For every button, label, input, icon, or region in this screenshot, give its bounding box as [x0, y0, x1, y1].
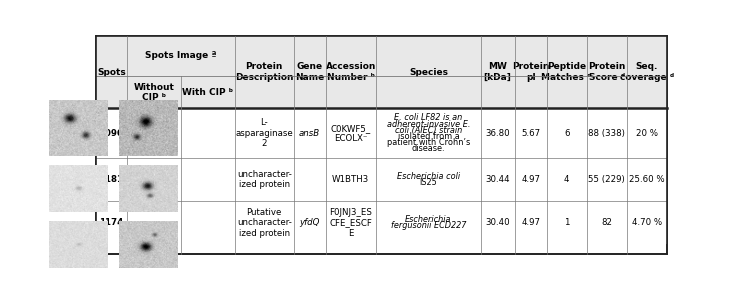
Text: 5.67: 5.67	[521, 129, 540, 138]
Text: uncharacter-
ized protein: uncharacter- ized protein	[237, 170, 292, 189]
Text: Peptide
Matches ᵈ: Peptide Matches ᵈ	[542, 62, 591, 82]
FancyBboxPatch shape	[96, 76, 667, 108]
Text: 4: 4	[564, 175, 569, 184]
Text: With CIP ᵇ: With CIP ᵇ	[182, 88, 234, 97]
Text: yfdQ: yfdQ	[299, 218, 320, 227]
Text: 1181: 1181	[99, 175, 124, 184]
FancyBboxPatch shape	[96, 36, 667, 76]
Text: fergusonii ECD227: fergusonii ECD227	[391, 222, 466, 230]
Text: Escherichia: Escherichia	[405, 215, 452, 224]
Text: isolated from a: isolated from a	[397, 132, 459, 141]
Text: Escherichia coli: Escherichia coli	[397, 172, 460, 181]
Text: 4.97: 4.97	[521, 175, 540, 184]
Text: 36.80: 36.80	[485, 129, 510, 138]
Text: Seq.
coverage ᵈ: Seq. coverage ᵈ	[620, 62, 674, 82]
Text: Protein
pI: Protein pI	[512, 62, 549, 82]
Text: 25.60 %: 25.60 %	[629, 175, 664, 184]
Text: L-
asparaginase
2: L- asparaginase 2	[235, 119, 293, 148]
Text: 4.97: 4.97	[521, 218, 540, 227]
Text: 55 (229): 55 (229)	[589, 175, 625, 184]
Text: 1174: 1174	[99, 218, 124, 227]
Text: 1096: 1096	[100, 129, 124, 138]
Text: MW
[kDa]: MW [kDa]	[484, 62, 512, 82]
Text: 20 %: 20 %	[635, 129, 658, 138]
Text: 30.40: 30.40	[485, 218, 510, 227]
Text: adherent-invasive E.: adherent-invasive E.	[387, 120, 470, 129]
Text: patient with Crohn’s: patient with Crohn’s	[387, 138, 470, 147]
Text: Spots: Spots	[97, 67, 126, 77]
Text: Species: Species	[409, 67, 448, 77]
FancyBboxPatch shape	[96, 36, 667, 254]
Text: C0KWF5_
ECOLX⁻: C0KWF5_ ECOLX⁻	[330, 124, 371, 143]
Text: 82: 82	[601, 218, 612, 227]
FancyBboxPatch shape	[96, 108, 667, 158]
Text: IS25: IS25	[420, 178, 437, 187]
Text: Putative
uncharacter-
ized protein: Putative uncharacter- ized protein	[237, 208, 292, 238]
Text: Protein
Score ᵈ: Protein Score ᵈ	[588, 62, 626, 82]
Text: 4.70 %: 4.70 %	[632, 218, 661, 227]
Text: 6: 6	[564, 129, 569, 138]
Text: 30.44: 30.44	[485, 175, 510, 184]
Text: Accession
Number ᵇ: Accession Number ᵇ	[326, 62, 376, 82]
Text: E. coli LF82 is an: E. coli LF82 is an	[394, 113, 463, 122]
Text: Gene
Name: Gene Name	[295, 62, 324, 82]
Text: W1BTH3: W1BTH3	[332, 175, 370, 184]
Text: F0JNJ3_ES
CFE_ESCF
E: F0JNJ3_ES CFE_ESCF E	[330, 208, 372, 238]
Text: disease.: disease.	[411, 144, 445, 153]
Text: 88 (338): 88 (338)	[589, 129, 625, 138]
Text: Spots Image ª: Spots Image ª	[145, 51, 217, 61]
FancyBboxPatch shape	[96, 201, 667, 244]
Text: coli (AIEC) strain: coli (AIEC) strain	[395, 126, 462, 135]
Text: Without
CIP ᵇ: Without CIP ᵇ	[133, 83, 174, 102]
Text: ansB: ansB	[299, 129, 320, 138]
FancyBboxPatch shape	[96, 158, 667, 201]
Text: 1: 1	[564, 218, 569, 227]
Text: Protein
Description: Protein Description	[235, 62, 294, 82]
